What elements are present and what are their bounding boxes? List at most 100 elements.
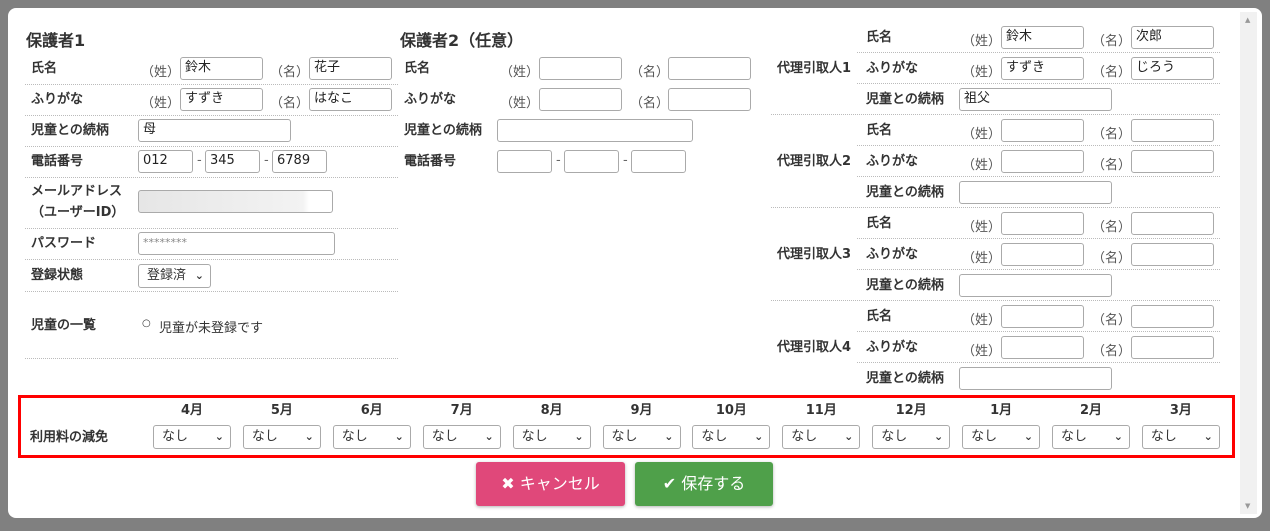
proxy1-name_label: 氏名 xyxy=(866,30,893,45)
fee-reduction-highlight xyxy=(18,395,1235,458)
proxy2-first_name-input[interactable] xyxy=(1131,119,1214,142)
fee-month-select[interactable]: なし ⌄ xyxy=(602,425,681,449)
g2-phone-3-input[interactable] xyxy=(631,150,686,173)
fee-month-select[interactable]: なし ⌄ xyxy=(332,425,411,449)
divider xyxy=(857,331,1220,332)
g2-phone-2-input[interactable] xyxy=(564,150,619,173)
proxy4-relation-input[interactable] xyxy=(959,367,1112,390)
month-header: 6月 xyxy=(360,403,383,418)
divider xyxy=(25,177,398,178)
scroll-up-icon[interactable]: ▲ xyxy=(1245,16,1251,24)
proxy3-relation-input[interactable] xyxy=(959,274,1112,297)
fee-month-select[interactable]: なし ⌄ xyxy=(153,425,231,449)
g2-phone-1-input[interactable] xyxy=(497,150,552,173)
proxy2-relation-input[interactable] xyxy=(959,181,1112,204)
proxy1-label: 代理引取人1 xyxy=(777,61,852,76)
proxy3-relation-label: 児童との続柄 xyxy=(866,278,944,293)
divider xyxy=(25,259,398,260)
proxy4-last_name-input[interactable] xyxy=(1001,305,1084,328)
fee-month-value: なし xyxy=(341,429,368,444)
g1-last-kana-input[interactable]: すずき xyxy=(180,88,263,111)
g1-first-name-input[interactable]: 花子 xyxy=(309,57,392,80)
fee-month-select[interactable]: なし ⌄ xyxy=(1052,425,1130,449)
g2-relation-input[interactable] xyxy=(497,119,693,142)
divider xyxy=(771,114,1220,115)
g1-password-input[interactable]: ******** xyxy=(138,232,335,255)
fee-month-value: なし xyxy=(251,429,278,444)
g1-phone-2-input[interactable]: 345 xyxy=(205,150,260,173)
divider xyxy=(25,291,398,292)
g1-first-kana-input[interactable]: はなこ xyxy=(309,88,392,111)
scrollbar[interactable]: ▲ ▼ xyxy=(1240,12,1257,514)
divider xyxy=(857,52,1220,53)
proxy3-last_kana-input[interactable] xyxy=(1001,243,1084,266)
fee-month-value: なし xyxy=(1150,429,1177,444)
proxy4-first_name-input[interactable] xyxy=(1131,305,1214,328)
fee-month-select[interactable]: なし ⌄ xyxy=(692,425,771,449)
divider xyxy=(857,176,1220,177)
fee-month-value: なし xyxy=(791,429,818,444)
chevron-down-icon: ⌄ xyxy=(933,430,944,443)
proxy-first-paren: （名） xyxy=(1092,127,1132,142)
month-header: 5月 xyxy=(270,403,293,418)
cancel-button[interactable]: ✖ キャンセル xyxy=(476,462,625,506)
dash: - xyxy=(197,153,202,168)
proxy4-first_kana-input[interactable] xyxy=(1131,336,1214,359)
fee-month-select[interactable]: なし ⌄ xyxy=(512,425,591,449)
save-button[interactable]: ✔ 保存する xyxy=(635,462,773,506)
proxy1-first_kana-input[interactable]: じろう xyxy=(1131,57,1214,80)
chevron-down-icon: ⌄ xyxy=(1113,430,1123,443)
month-header: 7月 xyxy=(450,403,473,418)
proxy-last-paren: （姓） xyxy=(962,65,1002,80)
fee-month-select[interactable]: なし ⌄ xyxy=(1141,425,1220,449)
scroll-down-icon[interactable]: ▼ xyxy=(1245,502,1251,510)
g1-relation-input[interactable]: 母 xyxy=(138,119,291,142)
fee-month-select[interactable]: なし ⌄ xyxy=(872,425,951,449)
proxy3-first_name-input[interactable] xyxy=(1131,212,1214,235)
proxy3-first_kana-input[interactable] xyxy=(1131,243,1214,266)
g2-first-name-input[interactable] xyxy=(668,57,751,80)
g2-last-kana-input[interactable] xyxy=(539,88,622,111)
month-header: 2月 xyxy=(1079,403,1103,418)
g2-first-kana-input[interactable] xyxy=(668,88,751,111)
proxy3-kana_label: ふりがな xyxy=(866,247,919,262)
proxy2-first_kana-input[interactable] xyxy=(1131,150,1214,173)
check-icon: ✔ xyxy=(662,474,677,493)
g1-status-label: 登録状態 xyxy=(31,268,84,283)
proxy-first-paren: （名） xyxy=(1092,158,1132,173)
proxy2-relation-label: 児童との続柄 xyxy=(866,185,944,200)
fee-label: 利用料の減免 xyxy=(30,430,109,445)
g1-name-label: 氏名 xyxy=(31,61,58,76)
g2-last-paren: （姓） xyxy=(500,96,540,111)
proxy1-relation-input[interactable]: 祖父 xyxy=(959,88,1112,111)
proxy1-kana_label: ふりがな xyxy=(866,61,919,76)
fee-month-value: なし xyxy=(881,429,908,444)
proxy1-last_name-input[interactable]: 鈴木 xyxy=(1001,26,1084,49)
proxy1-first_name-input[interactable]: 次郎 xyxy=(1131,26,1214,49)
proxy4-last_kana-input[interactable] xyxy=(1001,336,1084,359)
save-label: 保存する xyxy=(681,474,746,493)
g1-phone-3-input[interactable]: 6789 xyxy=(272,150,327,173)
chevron-down-icon: ⌄ xyxy=(1203,430,1213,443)
g1-last-name-input[interactable]: 鈴木 xyxy=(180,57,263,80)
fee-month-select[interactable]: なし ⌄ xyxy=(782,425,861,449)
divider xyxy=(25,358,398,359)
fee-month-select[interactable]: なし ⌄ xyxy=(242,425,321,449)
proxy1-last_kana-input[interactable]: すずき xyxy=(1001,57,1084,80)
g1-phone-1-input[interactable]: 012 xyxy=(138,150,193,173)
g2-last-paren: （姓） xyxy=(500,65,540,80)
fee-month-select[interactable]: なし ⌄ xyxy=(422,425,501,449)
proxy-first-paren: （名） xyxy=(1092,34,1132,49)
fee-month-select[interactable]: なし ⌄ xyxy=(962,425,1041,449)
g1-status-select[interactable]: 登録済 ⌄ xyxy=(138,264,211,288)
g2-first-paren: （名） xyxy=(630,65,670,80)
g2-last-name-input[interactable] xyxy=(539,57,622,80)
proxy2-last_name-input[interactable] xyxy=(1001,119,1084,142)
chevron-down-icon: ⌄ xyxy=(754,430,764,443)
divider xyxy=(857,145,1220,146)
g1-email-input[interactable] xyxy=(138,190,333,213)
proxy2-last_kana-input[interactable] xyxy=(1001,150,1084,173)
proxy3-label: 代理引取人3 xyxy=(777,247,852,262)
proxy3-last_name-input[interactable] xyxy=(1001,212,1084,235)
g1-relation-label: 児童との続柄 xyxy=(31,123,109,138)
